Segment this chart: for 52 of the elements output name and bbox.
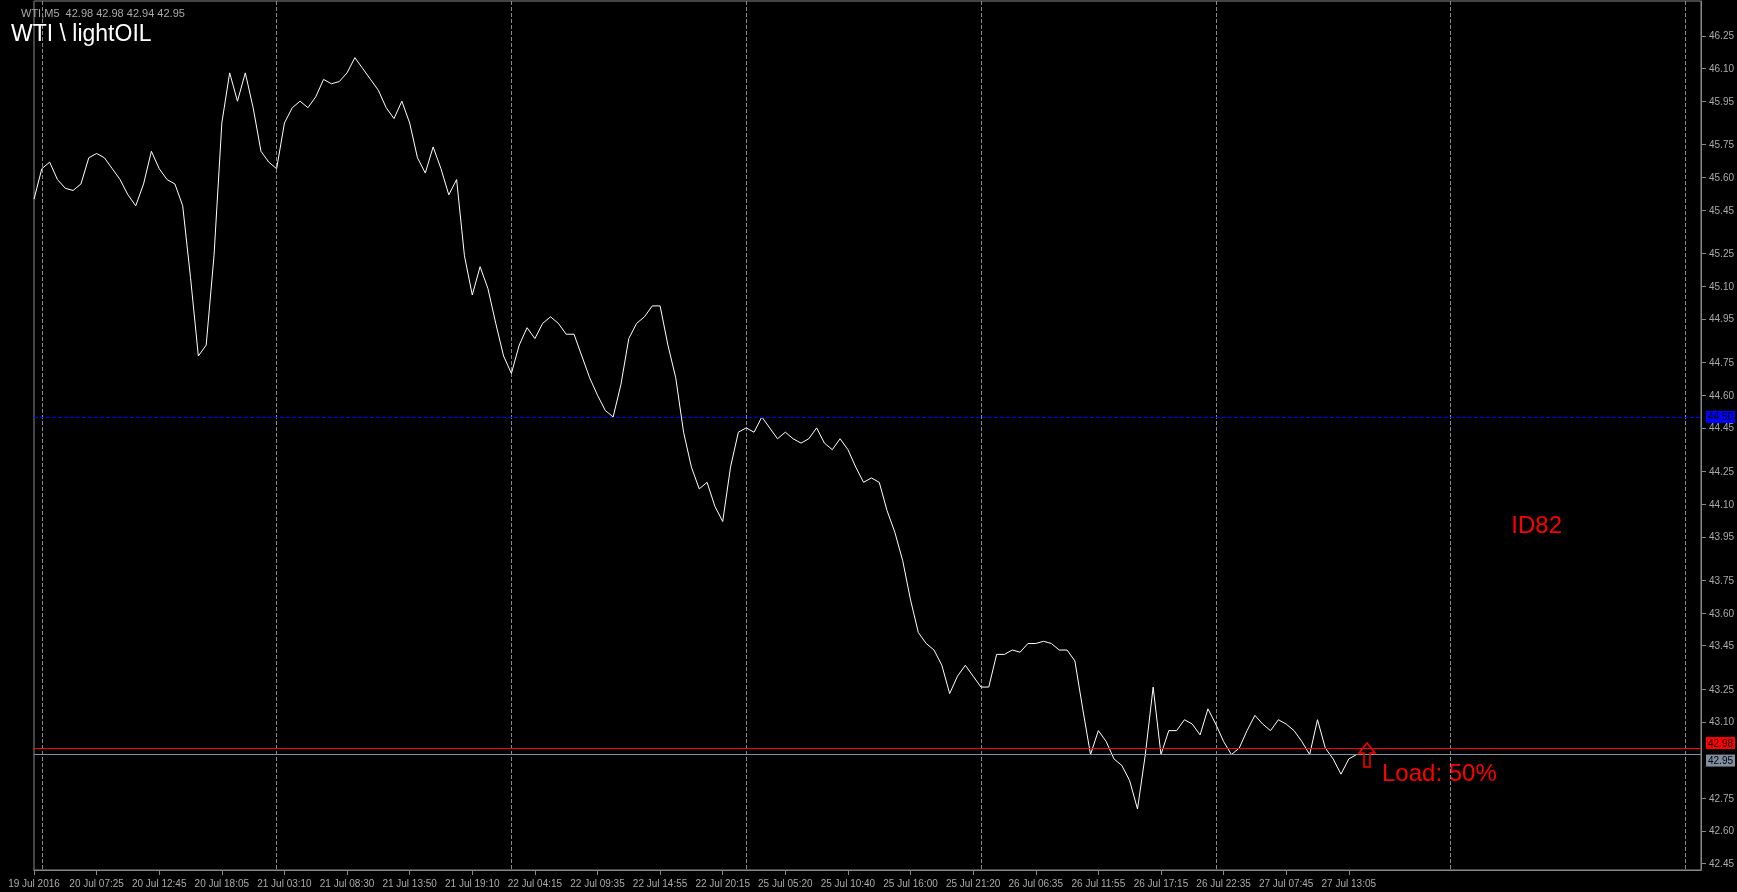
- x-tick-label: 21 Jul 03:10: [257, 877, 313, 889]
- annotation: Load: 50%: [1382, 758, 1497, 786]
- y-tick-label: 45.10: [1708, 280, 1735, 292]
- x-tick-label: 25 Jul 21:20: [945, 877, 1001, 889]
- y-tick-label: 43.10: [1708, 716, 1735, 728]
- y-tick-label: 45.25: [1708, 248, 1735, 260]
- annotation: ID82: [1511, 510, 1563, 538]
- x-tick-label: 20 Jul 12:45: [131, 877, 187, 889]
- y-tick-label: 44.10: [1708, 498, 1735, 510]
- x-tick-label: 26 Jul 17:15: [1133, 877, 1189, 889]
- y-tick-label: 44.95: [1708, 313, 1735, 325]
- x-tick-label: 25 Jul 16:00: [883, 877, 939, 889]
- y-tick-label: 44.75: [1708, 357, 1735, 369]
- y-tick-label: 43.75: [1708, 574, 1735, 586]
- y-tick-label: 46.25: [1708, 30, 1735, 42]
- text: WTI \ lightOIL: [11, 19, 152, 46]
- y-tick-label: 46.10: [1708, 63, 1735, 75]
- x-tick-label: 22 Jul 04:15: [507, 877, 563, 889]
- y-tick-label: 44.25: [1708, 465, 1735, 477]
- y-tick-label: 44.45: [1708, 422, 1735, 434]
- ref-line-label: 44.50: [1707, 411, 1734, 423]
- y-tick-label: 45.95: [1708, 95, 1735, 107]
- y-tick-label: 45.60: [1708, 171, 1735, 183]
- x-tick-label: 22 Jul 20:15: [695, 877, 751, 889]
- x-tick-label: 26 Jul 11:55: [1071, 877, 1126, 889]
- x-tick-label: 21 Jul 13:50: [382, 877, 438, 889]
- y-tick-label: 43.25: [1708, 683, 1735, 695]
- x-tick-label: 25 Jul 05:20: [758, 877, 813, 889]
- y-tick-label: 43.95: [1708, 531, 1735, 543]
- x-tick-label: 21 Jul 19:10: [445, 877, 500, 889]
- y-tick-label: 42.60: [1708, 825, 1735, 837]
- y-tick-label: 42.45: [1708, 857, 1735, 869]
- x-tick-label: 20 Jul 18:05: [194, 877, 250, 889]
- x-tick-label: 19 Jul 2016: [8, 877, 61, 889]
- x-tick-label: 21 Jul 08:30: [319, 877, 375, 889]
- x-tick-label: 26 Jul 06:35: [1008, 877, 1064, 889]
- x-tick-label: 26 Jul 22:35: [1196, 877, 1252, 889]
- y-tick-label: 45.45: [1708, 204, 1735, 216]
- x-tick-label: 25 Jul 10:40: [820, 877, 876, 889]
- y-tick-label: 42.75: [1708, 792, 1735, 804]
- y-tick-label: 44.60: [1708, 389, 1735, 401]
- y-tick-label: 45.75: [1708, 139, 1735, 151]
- x-tick-label: 27 Jul 07:45: [1258, 877, 1314, 889]
- x-tick-label: 22 Jul 09:35: [570, 877, 626, 889]
- y-tick-label: 43.45: [1708, 640, 1735, 652]
- y-tick-label: 43.60: [1708, 607, 1735, 619]
- x-tick-label: 27 Jul 13:05: [1321, 877, 1377, 889]
- ref-line-label: 42.98: [1707, 737, 1734, 749]
- x-tick-label: 22 Jul 14:55: [632, 877, 688, 889]
- x-tick-label: 20 Jul 07:25: [69, 877, 125, 889]
- ref-line-label: 42.95: [1707, 755, 1734, 767]
- text: WTI,M5 42.98 42.98 42.94 42.95: [21, 6, 185, 19]
